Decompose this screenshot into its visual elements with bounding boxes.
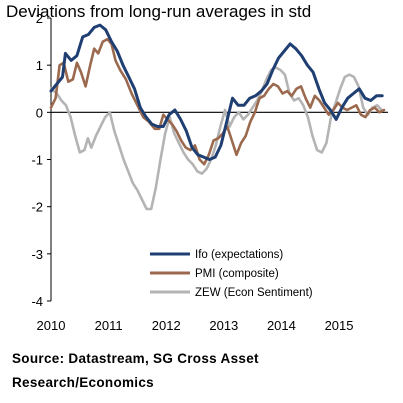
source-line-2: Research/Economics (12, 375, 154, 390)
legend-label-2: ZEW (Econ Sentiment) (195, 287, 313, 299)
y-tick-label: -1 (31, 153, 43, 168)
legend: Ifo (expectations) PMI (composite) ZEW (Ec… (150, 249, 313, 299)
series-line-0 (49, 23, 384, 161)
x-tick-label: 2013 (209, 318, 238, 333)
legend-label-0: Ifo (expectations) (195, 249, 283, 261)
chart-title: Deviations from long-run averages in std (6, 2, 311, 21)
source-note: Source: Datastream, SG Cross Asset Resea… (12, 347, 392, 395)
y-tick-label: -3 (31, 247, 43, 262)
y-tick-label: -2 (31, 200, 43, 215)
x-axis: 2010 2011 2012 2013 2014 2015 (37, 318, 354, 333)
plot-area (49, 18, 388, 301)
x-tick-label: 2010 (37, 318, 66, 333)
series-line-2 (49, 66, 383, 211)
y-tick-label: -4 (31, 294, 43, 309)
series-line-1 (49, 37, 386, 166)
y-tick-label: 1 (36, 58, 43, 73)
source-line-1: Source: Datastream, SG Cross Asset (12, 351, 259, 366)
legend-label-1: PMI (composite) (195, 268, 279, 280)
x-tick-label: 2015 (325, 318, 354, 333)
x-tick-label: 2011 (95, 318, 123, 333)
y-axis: 2 1 0 -1 -2 -3 -4 (31, 11, 51, 309)
y-tick-label: 0 (36, 105, 43, 120)
x-tick-label: 2014 (267, 318, 296, 333)
y-tick-label: 2 (36, 11, 43, 26)
x-tick-label: 2012 (152, 318, 181, 333)
